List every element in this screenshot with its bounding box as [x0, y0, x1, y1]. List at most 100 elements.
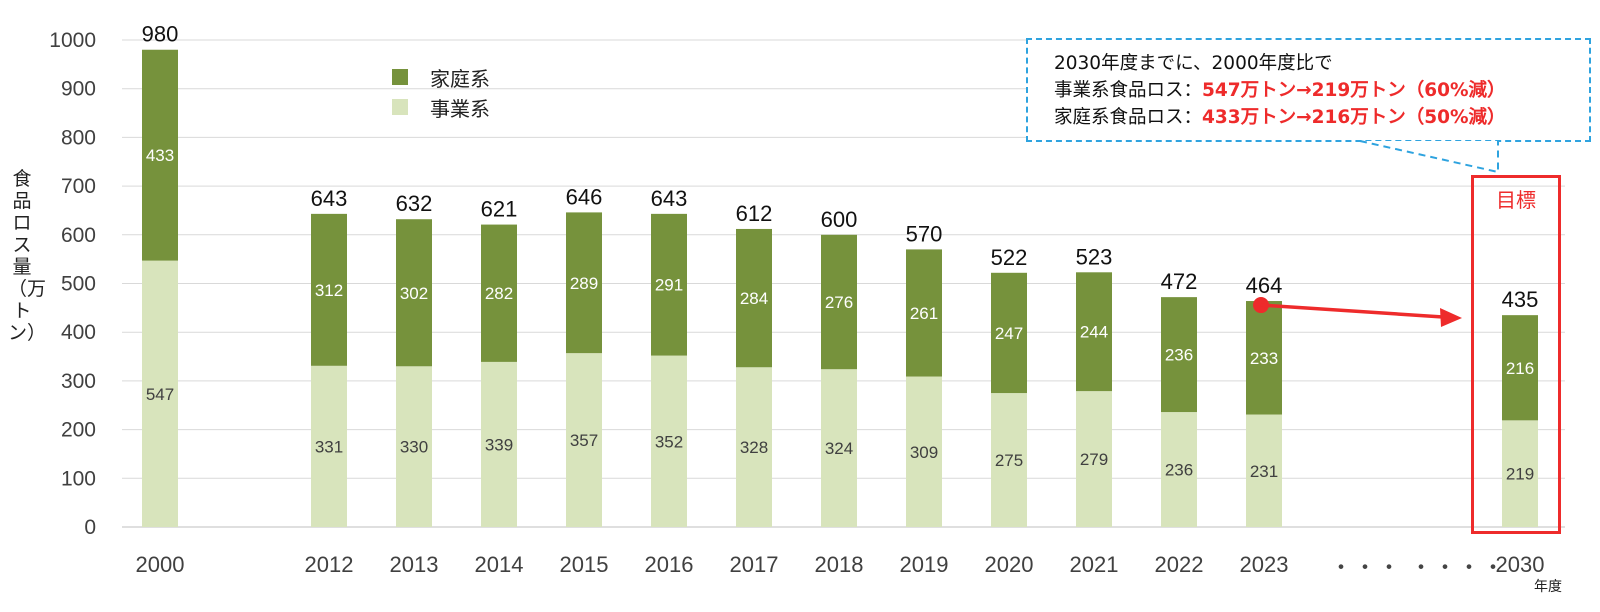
callout-line2: 事業系食品ロス：547万トン→219万トン（60%減）	[1054, 77, 1589, 104]
bar-household	[1246, 301, 1282, 415]
data-label-business: 219	[1506, 465, 1534, 484]
bar-household	[481, 224, 517, 362]
callout-line1: 2030年度までに、2000年度比で	[1054, 53, 1333, 74]
data-label-business: 279	[1080, 450, 1108, 469]
x-axis-unit: 年度	[1534, 579, 1562, 595]
data-label-household: 233	[1250, 349, 1278, 368]
bars	[142, 49, 1538, 527]
y-tick-label: 200	[61, 419, 96, 442]
legend-swatch-household	[392, 69, 408, 85]
data-label-household: 244	[1080, 323, 1108, 342]
data-label-business: 331	[315, 437, 343, 456]
data-label-household: 291	[655, 276, 683, 295]
data-label-household: 284	[740, 289, 768, 308]
bar-business	[142, 260, 178, 527]
trend-arrow	[1253, 297, 1462, 327]
data-label-total: 600	[821, 207, 858, 232]
legend-swatch-business	[392, 99, 408, 115]
data-label-household: 312	[315, 281, 343, 300]
x-tick-label: 2018	[815, 552, 864, 577]
data-label-business: 339	[485, 435, 513, 454]
x-tick-label: 2017	[730, 552, 779, 577]
data-labels: 547 433 980 331 312 643 330 302 632 339 282 621 357 2…	[142, 22, 1539, 484]
target-label: 目標	[1496, 188, 1536, 212]
arrow-head	[1440, 308, 1462, 327]
callout-line2-value: 547万トン→219万トン（60%減）	[1202, 80, 1506, 101]
bar-business	[1161, 412, 1197, 527]
bar-business	[821, 369, 857, 527]
bar-household	[1502, 315, 1538, 421]
x-tick-label: 2014	[475, 552, 524, 577]
bar-household	[991, 272, 1027, 394]
y-tick-label: 100	[61, 467, 96, 490]
legend-label-household: 家庭系	[430, 66, 490, 91]
y-tick-label: 900	[61, 78, 96, 101]
data-label-household: 289	[570, 274, 598, 293]
data-label-business: 324	[825, 439, 853, 458]
bar-business	[481, 361, 517, 527]
data-label-total: 621	[481, 197, 518, 222]
y-tick-label: 800	[61, 126, 96, 149]
data-label-total: 523	[1076, 244, 1113, 269]
target-highlight-box	[1471, 175, 1561, 534]
bar-household	[821, 234, 857, 370]
x-tick-label: 2021	[1070, 552, 1119, 577]
data-label-household: 216	[1506, 359, 1534, 378]
bar-household	[651, 213, 687, 356]
data-label-business: 352	[655, 432, 683, 451]
legend: 家庭系 事業系	[392, 62, 490, 122]
data-label-total: 632	[396, 191, 433, 216]
x-tick-label: 2023	[1240, 552, 1289, 577]
data-label-total: 435	[1502, 287, 1539, 312]
bar-household	[736, 228, 772, 368]
data-label-total: 643	[651, 186, 688, 211]
data-label-total: 612	[736, 201, 773, 226]
x-tick-label: 2022	[1155, 552, 1204, 577]
y-tick-label: 1000	[49, 29, 96, 52]
x-tick-label: 2000	[136, 552, 185, 577]
data-label-total: 646	[566, 184, 603, 209]
bar-business	[736, 367, 772, 527]
y-axis-label: 食品ロス量（万トン）	[8, 168, 47, 344]
bar-household	[906, 249, 942, 377]
x-tick-label: 2015	[560, 552, 609, 577]
bar-business	[1076, 391, 1112, 527]
data-label-household: 247	[995, 324, 1023, 343]
y-tick-label: 500	[61, 273, 96, 296]
bar-business	[311, 365, 347, 527]
target-callout: 2030年度までに、2000年度比で 事業系食品ロス：547万トン→219万トン…	[1026, 38, 1591, 142]
data-label-total: 980	[142, 22, 179, 47]
y-tick-label: 0	[84, 516, 96, 539]
data-label-business: 328	[740, 438, 768, 457]
callout-line3: 家庭系食品ロス：433万トン→216万トン（50%減）	[1054, 104, 1589, 131]
data-label-household: 236	[1165, 346, 1193, 365]
x-tick-label: 2016	[645, 552, 694, 577]
bar-household	[1076, 272, 1112, 392]
bar-business	[991, 393, 1027, 527]
legend-label-business: 事業系	[430, 96, 490, 121]
bar-household	[396, 219, 432, 367]
bar-business	[1246, 414, 1282, 527]
x-tick-label: 2020	[985, 552, 1034, 577]
data-label-total: 522	[991, 245, 1028, 270]
bar-business	[566, 353, 602, 527]
y-tick-label: 400	[61, 321, 96, 344]
legend-item-household: 家庭系	[392, 62, 490, 92]
bar-household	[311, 213, 347, 366]
data-label-total: 464	[1246, 273, 1283, 298]
data-label-household: 261	[910, 304, 938, 323]
data-label-total: 643	[311, 186, 348, 211]
x-tick-label: 2030	[1496, 552, 1545, 577]
data-label-business: 309	[910, 443, 938, 462]
bar-business	[651, 355, 687, 527]
data-label-household: 302	[400, 284, 428, 303]
data-label-business: 236	[1165, 461, 1193, 480]
data-label-total: 472	[1161, 269, 1198, 294]
data-label-household: 276	[825, 293, 853, 312]
bar-household	[1161, 297, 1197, 413]
callout-line3-value: 433万トン→216万トン（50%減）	[1202, 107, 1506, 128]
data-label-household: 433	[146, 146, 174, 165]
y-tick-label: 600	[61, 224, 96, 247]
data-label-business: 330	[400, 438, 428, 457]
